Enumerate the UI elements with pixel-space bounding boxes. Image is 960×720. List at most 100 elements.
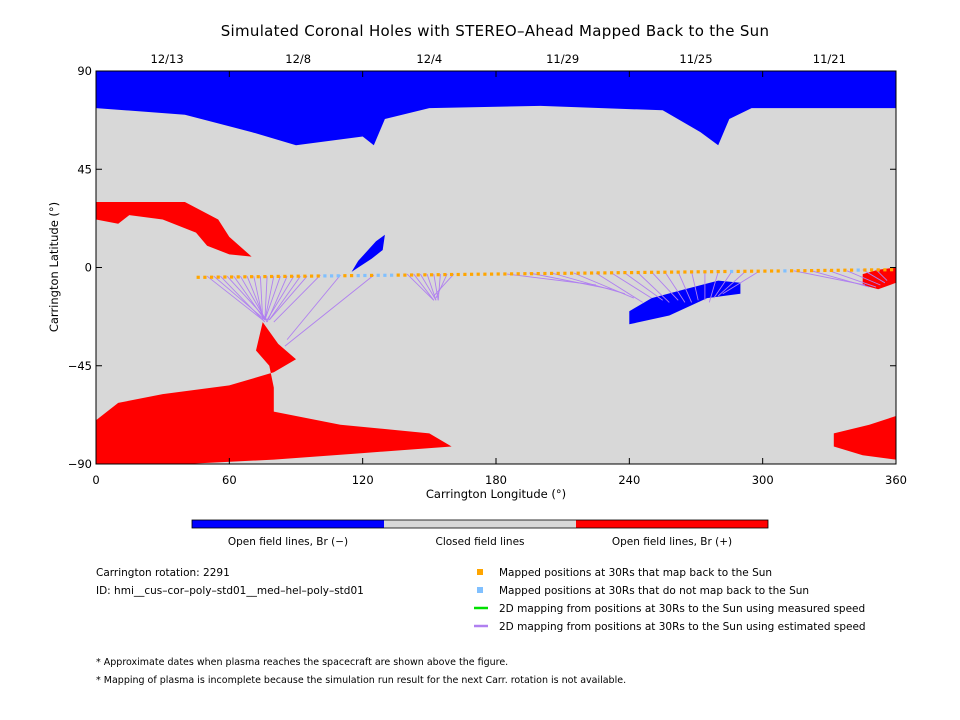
mapped-point bbox=[843, 268, 847, 272]
mapped-point bbox=[410, 273, 414, 277]
mapped-point bbox=[570, 271, 574, 275]
low-latitude-negative-finger-125 bbox=[351, 234, 385, 272]
mapped-point bbox=[463, 272, 467, 276]
mapping-line bbox=[426, 273, 437, 301]
mapped-point bbox=[750, 269, 754, 273]
mapped-point bbox=[450, 272, 454, 277]
mapping-line bbox=[226, 275, 268, 321]
legend-label: 2D mapping from positions at 30Rs to the… bbox=[499, 621, 866, 633]
mapped-point bbox=[210, 275, 214, 279]
date-tick-label: 11/25 bbox=[679, 52, 712, 66]
mapped-point bbox=[196, 275, 200, 279]
mapped-point bbox=[476, 272, 480, 276]
mapped-point bbox=[656, 270, 660, 274]
coronal-hole-regions bbox=[96, 71, 896, 464]
date-tick-label: 11/21 bbox=[813, 52, 846, 66]
legend-label: Mapped positions at 30Rs that do not map… bbox=[499, 585, 809, 597]
mapped-point bbox=[390, 273, 394, 277]
mapped-point bbox=[376, 273, 380, 277]
mapped-point bbox=[523, 272, 527, 276]
southwest-positive-hole bbox=[96, 322, 452, 464]
mapped-point bbox=[516, 272, 520, 276]
mapped-point bbox=[310, 274, 314, 278]
y-axis-label: Carrington Latitude (°) bbox=[47, 202, 61, 332]
mapped-point bbox=[816, 268, 820, 273]
mapping-line bbox=[708, 271, 719, 303]
plot-area bbox=[95, 70, 897, 465]
mapping-line bbox=[529, 272, 612, 290]
mapping-line bbox=[213, 275, 266, 321]
mapped-point bbox=[770, 269, 774, 273]
mapped-point bbox=[703, 270, 707, 274]
mapped-point bbox=[616, 271, 620, 275]
mapping-line bbox=[266, 275, 295, 321]
footnote: * Mapping of plasma is incomplete becaus… bbox=[96, 675, 626, 686]
east-limb-positive-hole bbox=[862, 267, 896, 290]
mapped-point bbox=[443, 273, 447, 277]
mapped-point bbox=[316, 274, 320, 278]
mapped-point bbox=[876, 268, 880, 272]
mapped-point bbox=[470, 272, 474, 276]
mapping-line bbox=[220, 275, 266, 323]
mapped-point bbox=[623, 271, 627, 275]
mapping-line bbox=[717, 271, 746, 297]
mapped-point bbox=[356, 274, 360, 278]
colorbar-segment bbox=[384, 520, 576, 528]
y-tick-label: −90 bbox=[68, 457, 92, 471]
date-tick-label: 11/29 bbox=[546, 52, 579, 66]
mapping-line bbox=[624, 272, 663, 301]
mapped-point bbox=[263, 275, 267, 279]
mapped-points bbox=[196, 268, 894, 279]
mapped-point bbox=[296, 274, 300, 278]
mapping-line bbox=[433, 273, 455, 297]
mapped-point bbox=[510, 272, 514, 276]
mapped-point bbox=[823, 268, 827, 272]
legend-label: 2D mapping from positions at 30Rs to the… bbox=[499, 603, 865, 615]
mapped-point bbox=[496, 272, 500, 276]
mapped-point bbox=[530, 272, 534, 276]
colorbar-label: Open field lines, Br (+) bbox=[612, 536, 732, 548]
mapped-point bbox=[670, 270, 674, 274]
mapped-point bbox=[650, 270, 654, 274]
mapping-line bbox=[829, 270, 877, 288]
mapping-line bbox=[846, 270, 881, 286]
mapping-line bbox=[420, 273, 437, 301]
colorbar: Open field lines, Br (−) Closed field lin… bbox=[191, 519, 769, 548]
mapped-point bbox=[223, 275, 227, 279]
colorbar-segment bbox=[576, 520, 768, 528]
x-tick-label: 360 bbox=[885, 473, 907, 487]
mapping-line bbox=[413, 273, 435, 301]
mapped-point bbox=[350, 274, 354, 278]
mapped-point bbox=[810, 269, 814, 273]
mapped-point bbox=[256, 275, 260, 279]
mapped-point bbox=[363, 273, 367, 278]
northwest-positive-hole bbox=[96, 202, 252, 257]
mapped-point bbox=[836, 268, 840, 272]
y-tick-label: −45 bbox=[68, 359, 92, 373]
run-id-text: ID: hmi__cus–cor–poly–std01__med–hel–pol… bbox=[96, 585, 364, 597]
mapping-line bbox=[691, 271, 699, 301]
mapping-line bbox=[637, 272, 670, 303]
mapped-point bbox=[790, 269, 794, 273]
legend-label: Mapped positions at 30Rs that map back t… bbox=[499, 567, 772, 579]
mapped-point bbox=[330, 274, 334, 278]
mapped-point bbox=[550, 271, 554, 275]
mapped-point bbox=[236, 275, 240, 279]
mapped-point bbox=[796, 269, 800, 273]
mapped-point bbox=[403, 273, 407, 277]
mapped-point bbox=[723, 269, 727, 274]
x-tick-label: 180 bbox=[485, 473, 507, 487]
mapped-point bbox=[830, 268, 834, 272]
mapped-point bbox=[230, 275, 234, 279]
mapped-point bbox=[736, 269, 740, 273]
mapping-line bbox=[284, 274, 375, 347]
mapped-point bbox=[436, 273, 440, 277]
x-tick-label: 240 bbox=[618, 473, 640, 487]
colorbar-label: Open field lines, Br (−) bbox=[228, 536, 348, 548]
x-tick-label: 300 bbox=[752, 473, 774, 487]
mapped-point bbox=[856, 268, 860, 272]
mapped-point bbox=[323, 274, 327, 278]
mapped-point bbox=[730, 269, 734, 274]
mapped-point bbox=[536, 272, 540, 276]
mapped-point bbox=[543, 271, 547, 276]
